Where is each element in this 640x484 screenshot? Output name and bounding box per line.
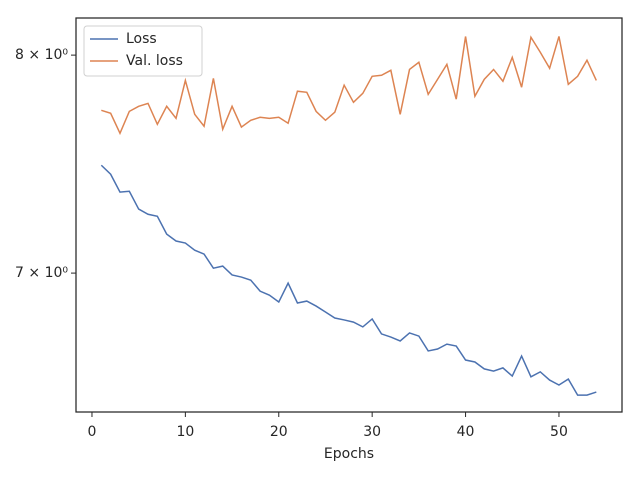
x-tick-label: 30 xyxy=(363,424,381,440)
x-tick-label: 0 xyxy=(88,424,97,440)
x-tick-label: 50 xyxy=(550,424,568,440)
y-tick-label: 8 × 10⁰ xyxy=(15,47,68,63)
x-tick-label: 20 xyxy=(270,424,288,440)
line-series xyxy=(101,35,597,136)
x-tick-label: 10 xyxy=(176,424,194,440)
plot-frame xyxy=(75,17,623,413)
x-tick-label: 40 xyxy=(457,424,475,440)
y-tick-label: 7 × 10⁰ xyxy=(15,265,68,281)
legend-label: Loss xyxy=(126,31,157,47)
line-series xyxy=(100,164,597,396)
legend-label: Val. loss xyxy=(126,53,183,69)
x-axis-label: Epochs xyxy=(324,446,374,462)
